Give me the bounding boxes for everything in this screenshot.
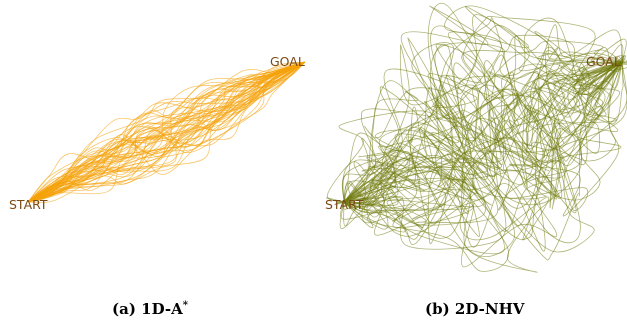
caption-2d-nhv: (b) 2D-NHV (425, 302, 524, 317)
trajectory-line (338, 40, 623, 203)
trajectory-line (343, 61, 623, 222)
trajectory-line (27, 61, 306, 203)
trajectory-line (27, 61, 306, 203)
trajectory-line (27, 61, 306, 203)
trajectory-line (27, 61, 306, 203)
trajectory-line (343, 31, 623, 203)
trajectory-line (335, 17, 623, 205)
trajectory-line (343, 61, 623, 237)
trajectory-line (343, 55, 623, 207)
trajectory-line (343, 15, 623, 203)
trajectory-line (27, 61, 306, 203)
trajectories-plot-1d-a-star (27, 61, 306, 203)
trajectory-line (339, 61, 623, 229)
trajectory-line (343, 61, 623, 252)
trajectory-line (27, 61, 306, 203)
trajectory-line (27, 61, 306, 203)
trajectory-line (343, 3, 626, 203)
trajectory-line (27, 61, 306, 203)
trajectory-line (343, 5, 623, 203)
trajectory-line (343, 61, 623, 257)
trajectories-plot-2d-nhv (326, 3, 627, 273)
caption-tag: (b) (425, 300, 450, 318)
trajectory-line (343, 61, 623, 273)
panel-1d-a-star: START GOAL (a) 1D-A* (0, 0, 313, 329)
panel-2d-nhv: START GOAL (b) 2D-NHV (314, 0, 627, 329)
start-label: START (9, 197, 48, 212)
trajectory-line (27, 61, 306, 203)
trajectory-line (27, 61, 306, 203)
trajectory-line (343, 25, 627, 203)
caption-superscript: * (182, 300, 188, 311)
caption-1d-a-star: (a) 1D-A* (112, 300, 188, 318)
trajectory-line (27, 61, 306, 203)
start-label: START (325, 197, 364, 212)
trajectory-line (326, 61, 623, 206)
trajectory-line (343, 61, 623, 203)
trajectory-line (343, 61, 627, 253)
trajectory-line (343, 61, 623, 224)
trajectory-line (27, 61, 306, 203)
trajectory-line (343, 61, 623, 272)
trajectory-line (343, 61, 623, 229)
trajectory-line (343, 5, 623, 203)
goal-label: GOAL (586, 54, 621, 69)
trajectory-line (27, 61, 306, 203)
trajectory-line (343, 61, 623, 225)
trajectory-line (343, 61, 623, 261)
trajectory-line (343, 51, 623, 203)
trajectory-line (341, 24, 623, 203)
trajectory-line (343, 60, 627, 239)
goal-label: GOAL (270, 54, 305, 69)
trajectory-line (343, 61, 623, 227)
caption-method-name: 2D-NHV (454, 300, 525, 318)
trajectory-line (326, 61, 623, 246)
trajectory-line (343, 58, 627, 230)
trajectory-line (27, 61, 306, 203)
trajectory-line (343, 61, 623, 233)
caption-tag: (a) (112, 300, 136, 318)
trajectory-line (27, 61, 306, 203)
caption-method-name: 1D-A (141, 300, 183, 318)
